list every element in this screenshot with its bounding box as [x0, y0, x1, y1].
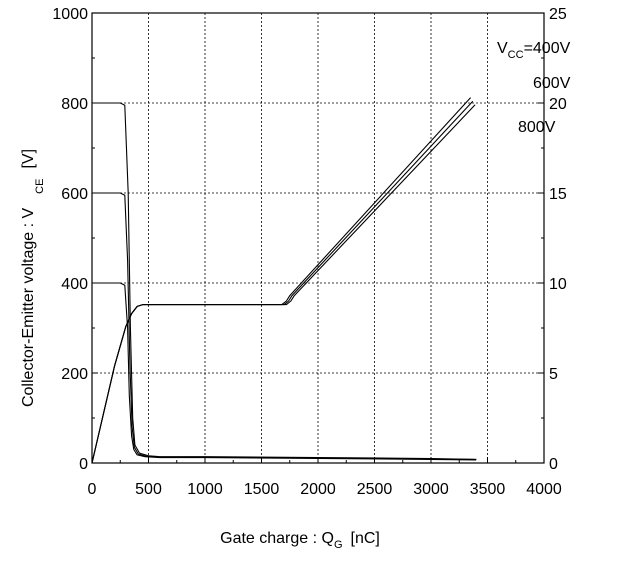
y-tick-label: 400	[61, 276, 88, 293]
x-axis-title-unit: [nC]	[351, 530, 380, 547]
gate-voltage-line-3	[91, 97, 472, 464]
gate-voltage-line-5	[91, 104, 476, 464]
vce-line-2	[92, 282, 477, 461]
y-axis-title-unit: [V]	[20, 149, 37, 169]
x-axis-title-sub: G	[334, 539, 343, 551]
y-tick-label: 1000	[52, 6, 88, 23]
y2-tick-label: 0	[549, 456, 558, 473]
x-tick-label: 4000	[526, 481, 562, 498]
x-axis-title: Gate charge : QG [nC]	[220, 530, 380, 551]
y-axis-title-sub: CE	[34, 179, 46, 194]
x-tick-label: 500	[135, 481, 162, 498]
y-axis-title-main: Collector-Emitter voltage : V	[20, 208, 37, 408]
vce-line-1	[92, 192, 477, 460]
gate-voltage-line-4	[91, 100, 474, 464]
x-tick-label: 3500	[470, 481, 506, 498]
x-tick-label: 2000	[300, 481, 336, 498]
x-axis-title-main: Gate charge : Q	[220, 530, 334, 547]
y2-tick-label: 15	[549, 186, 567, 203]
y-axis-title-group: Collector-Emitter voltage : V CE [V]	[20, 149, 46, 407]
series-layer	[91, 97, 477, 464]
grid-layer	[92, 13, 544, 463]
vce-line-0	[92, 102, 477, 460]
annotation-800v: 800V	[518, 119, 556, 136]
annotation-600v: 600V	[533, 75, 571, 92]
x-tick-label: 1000	[187, 481, 223, 498]
x-tick-label: 0	[88, 481, 97, 498]
y2-tick-label: 25	[549, 6, 567, 23]
y-tick-label: 0	[79, 456, 88, 473]
y-tick-label: 200	[61, 366, 88, 383]
x-tick-label: 1500	[244, 481, 280, 498]
x-tick-label: 3000	[413, 481, 449, 498]
label-layer: 0 500 1000 1500 2000 2500 3000 3500 400002004006…	[52, 6, 566, 498]
x-tick-label: 2500	[357, 481, 393, 498]
y-tick-label: 600	[61, 186, 88, 203]
y-tick-label: 800	[61, 96, 88, 113]
y2-tick-label: 20	[549, 96, 567, 113]
y-axis-title: Collector-Emitter voltage : V CE [V]	[20, 149, 46, 407]
annotation-vcc-400: VCC=400V	[497, 40, 571, 61]
y2-tick-label: 5	[549, 366, 558, 383]
y2-tick-label: 10	[549, 276, 567, 293]
